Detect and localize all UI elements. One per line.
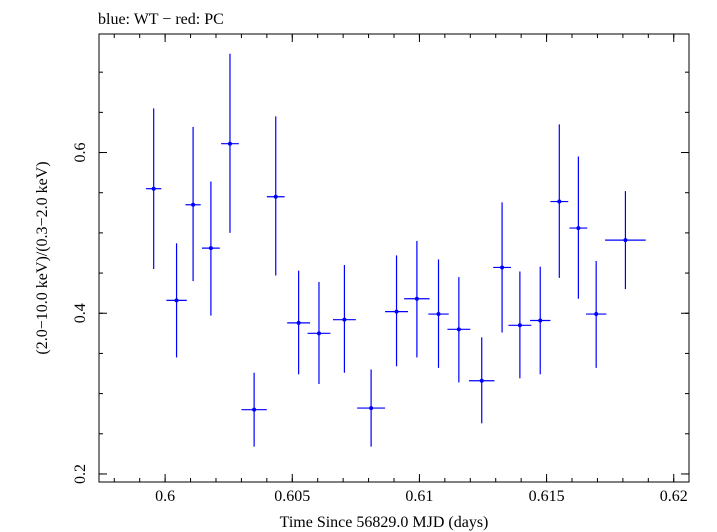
point-marker <box>517 323 522 328</box>
data-point <box>201 181 220 316</box>
data-point <box>586 261 607 368</box>
x-tick-label: 0.615 <box>529 488 565 505</box>
x-tick-label: 0.61 <box>405 488 433 505</box>
data-point <box>428 259 449 368</box>
data-point <box>221 53 239 233</box>
point-marker <box>208 246 213 251</box>
data-point <box>166 243 187 358</box>
data-points <box>146 53 646 447</box>
y-axis-label: (2.0−10.0 keV)/(0.3−2.0 keV) <box>34 161 51 354</box>
data-point <box>385 255 408 367</box>
data-point <box>185 126 201 282</box>
point-marker <box>369 406 374 411</box>
point-marker <box>342 317 347 322</box>
data-point <box>508 271 532 379</box>
y-axis: 0.2 0.4 0.6 <box>72 71 689 484</box>
point-marker <box>623 238 628 243</box>
point-marker <box>594 312 599 317</box>
point-marker <box>414 296 419 301</box>
data-point <box>469 337 495 424</box>
data-point <box>447 277 471 383</box>
point-marker <box>252 407 257 412</box>
point-marker <box>576 226 581 231</box>
point-marker <box>227 141 232 146</box>
point-marker <box>557 199 562 204</box>
data-point <box>357 369 386 447</box>
data-point <box>241 372 267 447</box>
point-marker <box>500 265 505 270</box>
point-marker <box>456 327 461 332</box>
data-point <box>287 270 311 375</box>
point-marker <box>174 298 179 303</box>
x-tick-label: 0.6 <box>155 488 175 505</box>
point-marker <box>316 331 321 336</box>
x-tick-label: 0.605 <box>274 488 310 505</box>
y-tick-label: 0.2 <box>72 464 89 484</box>
point-marker <box>479 378 484 383</box>
x-axis-label: Time Since 56829.0 MJD (days) <box>280 514 489 531</box>
data-point <box>569 156 588 299</box>
point-marker <box>296 320 301 325</box>
data-point <box>605 191 646 290</box>
data-point <box>266 116 285 276</box>
data-point <box>332 265 356 373</box>
y-tick-label: 0.6 <box>72 143 89 163</box>
data-point <box>404 240 430 358</box>
point-marker <box>538 318 543 323</box>
data-point <box>530 266 551 375</box>
plot-frame <box>98 33 690 483</box>
chart-title: blue: WT − red: PC <box>98 11 224 28</box>
data-point <box>146 108 162 270</box>
point-marker <box>436 312 441 317</box>
data-point <box>493 202 511 333</box>
point-marker <box>273 194 278 199</box>
x-tick-label: 0.62 <box>660 488 688 505</box>
point-marker <box>394 309 399 314</box>
x-axis: 0.6 0.605 0.61 0.615 0.62 <box>113 34 688 505</box>
data-point <box>307 281 331 384</box>
point-marker <box>191 202 196 207</box>
point-marker <box>151 186 156 191</box>
y-tick-label: 0.4 <box>72 303 89 323</box>
data-point <box>550 124 569 278</box>
